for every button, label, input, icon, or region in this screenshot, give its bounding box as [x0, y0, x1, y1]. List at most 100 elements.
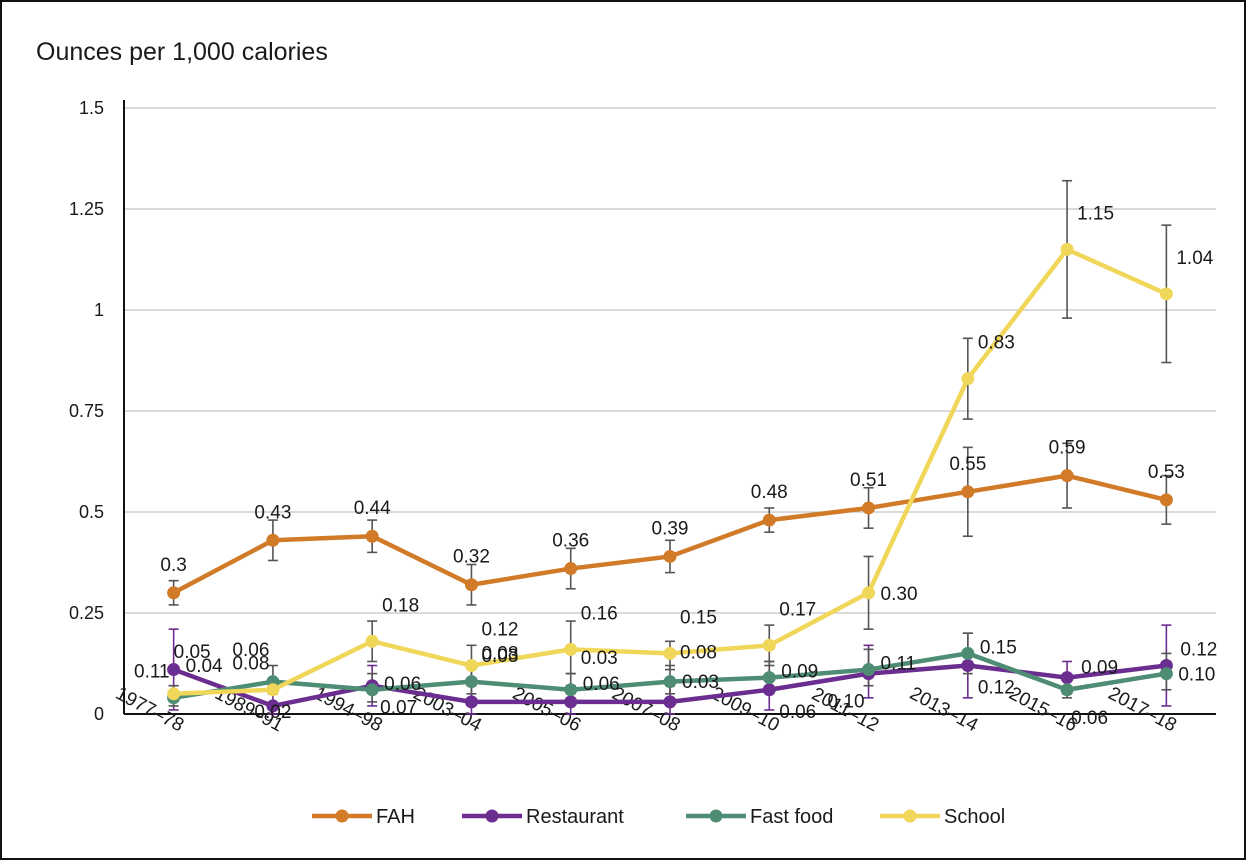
axes: [123, 100, 1216, 715]
data-label-restaurant: 0.10: [828, 692, 865, 713]
data-label-fah: 0.3: [160, 555, 186, 576]
data-label-restaurant: 0.02: [254, 702, 291, 723]
data-label-restaurant: 0.12: [1180, 640, 1217, 661]
data-label-restaurant: 0.07: [380, 698, 417, 719]
data-label-restaurant: 0.03: [481, 646, 518, 667]
point-school: [266, 683, 280, 697]
data-label-school: 0.05: [174, 642, 211, 663]
legend-marker-school: [903, 809, 917, 823]
point-fah: [464, 578, 478, 592]
point-restaurant: [266, 699, 280, 713]
y-axis-ticks: 0 0.25 0.5 0.75 1 1.25 1.5: [69, 98, 104, 724]
point-fast-food: [762, 671, 776, 685]
legend-label-fast-food: Fast food: [750, 806, 833, 828]
legend-marker-fast-food: [709, 809, 723, 823]
data-label-school: 1.04: [1176, 248, 1213, 269]
point-fah: [365, 529, 379, 543]
point-restaurant: [564, 695, 578, 709]
data-label-school: 0.12: [481, 620, 518, 641]
y-tick-label: 1: [94, 300, 104, 320]
y-tick-label: 0: [94, 704, 104, 724]
data-label-fah: 0.44: [354, 498, 391, 519]
point-fah: [167, 586, 181, 600]
point-fah: [663, 549, 677, 563]
data-label-fah: 0.43: [254, 502, 291, 523]
point-restaurant: [762, 683, 776, 697]
data-label-fast-food: 0.09: [781, 662, 818, 683]
point-fast-food: [1159, 667, 1173, 681]
data-label-fah: 0.59: [1049, 438, 1086, 459]
point-restaurant: [1060, 671, 1074, 685]
point-restaurant: [961, 659, 975, 673]
point-fah: [862, 501, 876, 515]
data-label-restaurant: 0.11: [134, 662, 170, 683]
point-school: [961, 372, 975, 386]
data-label-restaurant: 0.09: [1081, 658, 1118, 679]
y-tick-label: 1.25: [69, 199, 104, 219]
data-label-restaurant: 0.03: [682, 672, 719, 693]
series-lines: [172, 247, 1168, 709]
point-school: [464, 659, 478, 673]
data-label-school: 0.17: [779, 599, 816, 620]
point-fast-food: [1060, 683, 1074, 697]
y-tick-label: 1.5: [79, 98, 104, 118]
data-label-school: 0.06: [232, 640, 269, 661]
data-label-fast-food: 0.04: [186, 656, 223, 677]
data-label-fah: 0.55: [949, 454, 986, 475]
data-label-school: 0.15: [680, 607, 717, 628]
data-label-restaurant: 0.03: [581, 648, 618, 669]
series-line-school: [173, 247, 1168, 697]
legend-label-school: School: [944, 806, 1005, 828]
point-school: [862, 586, 876, 600]
point-fast-food: [564, 683, 578, 697]
series-points: [167, 242, 1173, 713]
point-fast-food: [961, 646, 975, 660]
data-label-fah: 0.53: [1148, 462, 1185, 483]
point-fah: [266, 533, 280, 547]
point-school: [1060, 242, 1074, 256]
data-label-fast-food: 0.11: [881, 654, 917, 675]
y-tick-label: 0.75: [69, 401, 104, 421]
data-label-fah: 0.32: [453, 547, 490, 568]
data-label-fast-food: 0.08: [481, 644, 518, 665]
data-label-fast-food: 0.15: [980, 637, 1017, 658]
legend-label-restaurant: Restaurant: [526, 806, 624, 828]
data-label-restaurant: 0.06: [779, 702, 816, 723]
data-label-school: 0.16: [581, 603, 618, 624]
y-tick-label: 0.5: [79, 502, 104, 522]
data-label-fast-food: 0.08: [680, 643, 717, 664]
data-label-fast-food: 0.06: [1071, 708, 1108, 729]
point-fast-food: [365, 683, 379, 697]
legend-label-fah: FAH: [376, 806, 415, 828]
point-fah: [564, 562, 578, 576]
point-fah: [762, 513, 776, 527]
point-restaurant: [167, 663, 181, 677]
point-school: [1159, 287, 1173, 301]
point-school: [564, 642, 578, 656]
point-school: [762, 638, 776, 652]
point-fah: [961, 485, 975, 499]
data-label-fast-food: 0.06: [583, 674, 620, 695]
point-restaurant: [464, 695, 478, 709]
point-school: [167, 687, 181, 701]
data-label-fast-food: 0.08: [232, 654, 269, 675]
error-bars: [168, 179, 1172, 715]
point-fast-food: [862, 663, 876, 677]
data-label-fah: 0.51: [850, 470, 887, 491]
legend-marker-restaurant: [485, 809, 499, 823]
data-label-fast-food: 0.10: [1178, 665, 1215, 686]
point-school: [663, 646, 677, 660]
point-fah: [1060, 469, 1074, 483]
data-label-school: 0.30: [881, 584, 918, 605]
legend: FAH Restaurant Fast food School: [312, 806, 1005, 828]
gridlines: [124, 107, 1216, 614]
data-label-fast-food: 0.06: [384, 674, 421, 695]
data-label-fah: 0.39: [652, 518, 689, 539]
data-label-fah: 0.48: [751, 482, 788, 503]
y-tick-label: 0.25: [69, 603, 104, 623]
point-fah: [1159, 493, 1173, 507]
chart-title: Ounces per 1,000 calories: [36, 38, 328, 66]
data-labels: 0.3 0.43 0.44 0.32 0.36 0.39 0.48 0.51 0.55 0.59 0…: [134, 203, 1217, 728]
